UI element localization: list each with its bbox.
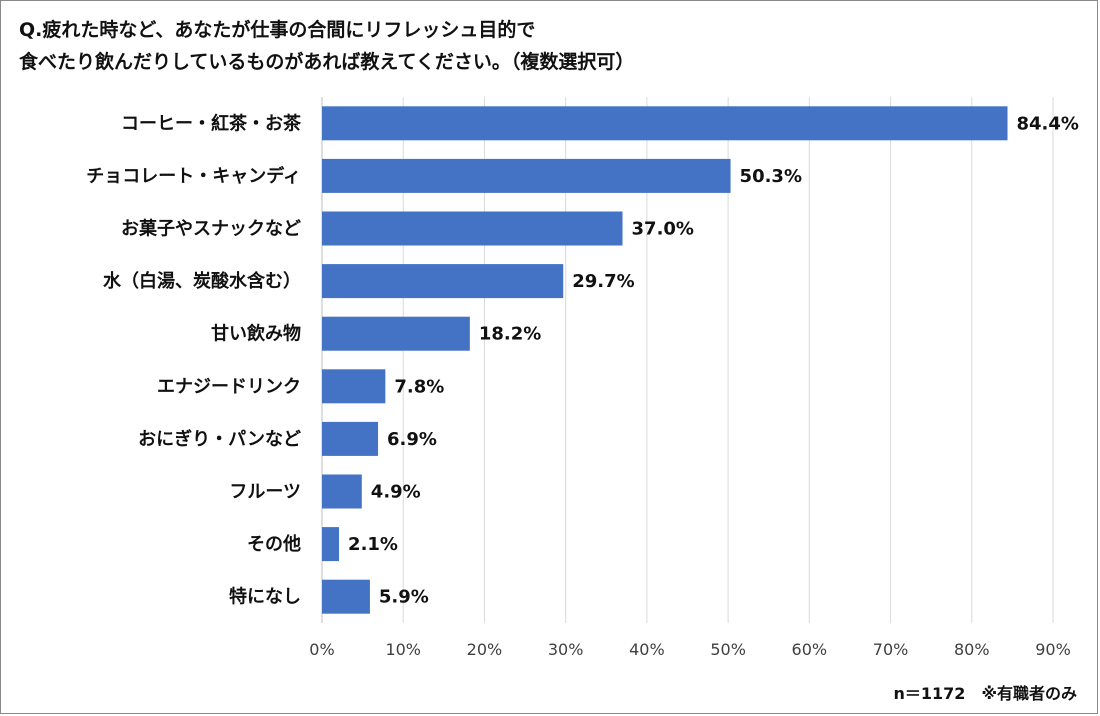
bars [322,106,1008,614]
category-label: その他 [247,533,301,555]
x-tick-label: 90% [1035,640,1071,659]
bar [322,316,470,351]
category-label: 特になし [229,586,301,608]
chart-title-line-1: Q.疲れた時など、あなたが仕事の合間にリフレッシュ目的で [19,19,536,41]
bar [322,264,564,299]
category-label: 甘い飲み物 [211,323,301,345]
category-label: エナジードリンク [157,376,301,397]
value-label: 4.9% [371,482,421,503]
bar [322,106,1008,141]
value-label: 50.3% [740,166,802,187]
category-label: チョコレート・キャンディ [86,165,301,187]
x-tick-label: 10% [385,640,421,659]
x-tick-label: 30% [548,640,584,659]
value-label: 7.8% [394,376,444,397]
value-labels: 84.4% 50.3% 37.0% 29.7% 18.2% 7.8% 6.9% 4.9% 2.1… [348,113,1079,607]
x-tick-label: 70% [873,640,909,659]
value-label: 5.9% [379,587,429,608]
sample-size-note: n＝1172 ※有職者のみ [893,684,1077,703]
x-tick-labels: 0% 10% 20% 30% 40% 50% 60% 70% 80% 90% [309,640,1070,659]
category-label: コーヒー・紅茶・お茶 [121,112,302,134]
bar [322,579,370,614]
category-labels: コーヒー・紅茶・お茶チョコレート・キャンディお菓子やスナックなど水（白湯、炭酸水… [86,112,302,607]
category-label: おにぎり・パンなど [138,428,301,450]
value-label: 84.4% [1017,113,1079,134]
value-label: 2.1% [348,534,398,555]
bar [322,211,623,246]
x-tick-label: 80% [954,640,990,659]
value-label: 29.7% [572,271,634,292]
value-label: 37.0% [632,219,694,240]
bar [322,474,362,509]
value-label: 6.9% [387,429,437,450]
x-tick-label: 0% [309,640,334,659]
chart-title-line-2: 食べたり飲んだりしているものがあれば教えてください。（複数選択可） [19,51,635,73]
x-tick-label: 60% [792,640,828,659]
x-tick-label: 40% [629,640,665,659]
x-tick-label: 50% [710,640,746,659]
bar [322,527,340,562]
category-label: フルーツ [229,482,301,503]
bar [322,369,386,404]
category-label: 水（白湯、炭酸水含む） [103,270,301,292]
x-tick-label: 20% [467,640,503,659]
value-label: 18.2% [479,324,541,345]
bar [322,421,379,456]
category-label: お菓子やスナックなど [121,218,301,240]
bar [322,158,731,193]
